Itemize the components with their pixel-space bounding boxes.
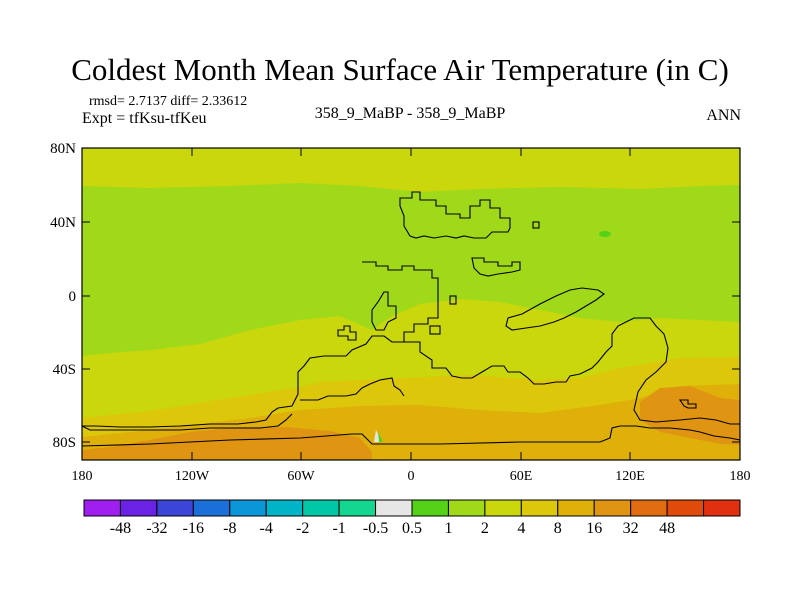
colorbar-label: -48 <box>110 520 131 537</box>
colorbar-label: -0.5 <box>363 520 388 537</box>
colorbar-label: 8 <box>554 520 562 537</box>
coastline-southern-outline <box>82 425 740 447</box>
lon-label-0: 0 <box>408 469 415 484</box>
colorbar-label: 2 <box>481 520 489 537</box>
experiment-label: Expt = tfKsu-tfKeu <box>82 110 207 127</box>
colorbar-label: 4 <box>517 520 525 537</box>
colorbar-label: 48 <box>659 520 675 537</box>
lon-label-60e: 60E <box>510 469 533 484</box>
colorbar-label: 32 <box>623 520 639 537</box>
colorbar-box <box>411 499 449 517</box>
lat-label-80n: 80N <box>50 141 76 157</box>
colorbar-box <box>156 499 194 517</box>
colorbar-label: 16 <box>586 520 602 537</box>
field-region-southwest <box>82 427 372 460</box>
colorbar-box <box>119 499 158 517</box>
colorbar-box <box>703 499 741 517</box>
colorbar-labels: -48 -32 -16 -8 -4 -2 -1 -0.5 0.5 1 2 4 8 16 32 48 <box>110 520 675 537</box>
colorbar-box <box>447 499 486 517</box>
coastline-islet-a <box>532 221 540 229</box>
coastline-islet-d <box>337 325 357 341</box>
lat-label-80s: 80S <box>53 435 76 451</box>
colorbar-box <box>557 499 595 517</box>
lon-label-180e: 180 <box>730 469 751 484</box>
season-label: ANN <box>706 107 741 124</box>
colorbar-label: 0.5 <box>402 520 422 537</box>
lat-label-0: 0 <box>69 289 77 305</box>
colorbar-box <box>265 499 304 517</box>
colorbar-box <box>338 499 377 517</box>
colorbar-label: -32 <box>146 520 167 537</box>
colorbar-box <box>630 499 668 517</box>
colorbar-box <box>192 499 231 517</box>
colorbar-label: -2 <box>296 520 309 537</box>
coastline-southeast-inlet <box>678 399 697 409</box>
coastline-central-east <box>404 317 740 425</box>
map-field <box>82 148 740 460</box>
coastline-north-continent <box>399 191 511 239</box>
rmsd-diff-stats: rmsd= 2.7137 diff= 2.33612 <box>89 94 248 109</box>
lat-label-40n: 40N <box>50 215 76 231</box>
lon-label-120w: 120W <box>175 469 210 484</box>
coastline-northeast-block <box>471 257 521 277</box>
lon-label-120e: 120E <box>615 469 645 484</box>
coastline-inner-bay <box>371 291 397 331</box>
coastline-southwest-shelf <box>82 413 293 431</box>
latitude-labels: 80N 40N 0 40S 80S <box>50 141 76 451</box>
case-comparison-label: 358_9_MaBP - 358_9_MaBP <box>314 105 506 122</box>
colorbar-box <box>229 499 267 517</box>
coastline-islet-c <box>429 325 441 335</box>
field-spot-green-small <box>378 432 383 442</box>
field-spot-green <box>599 231 611 237</box>
coastline-east-arm <box>505 287 605 331</box>
lon-label-60w: 60W <box>287 469 315 484</box>
coastline-islet-b <box>449 295 457 305</box>
colorbar-box <box>83 499 121 517</box>
coastlines <box>82 191 740 447</box>
coastline-south-inner <box>300 377 405 401</box>
colorbar <box>83 499 741 517</box>
lat-label-40s: 40S <box>53 362 76 378</box>
colorbar-box <box>520 499 559 517</box>
coastline-central-continent <box>82 261 439 428</box>
colorbar-box <box>484 499 522 517</box>
colorbar-box <box>302 499 340 517</box>
colorbar-label: -8 <box>223 520 236 537</box>
colorbar-box <box>375 499 413 517</box>
colorbar-label: -4 <box>260 520 273 537</box>
lon-label-180w: 180 <box>72 469 93 484</box>
chart-title: Coldest Month Mean Surface Air Temperatu… <box>71 52 729 87</box>
axis-ticks <box>81 147 741 460</box>
colorbar-box <box>666 499 705 517</box>
colorbar-label: -16 <box>183 520 204 537</box>
colorbar-label: -1 <box>332 520 345 537</box>
field-region-southeast <box>640 386 740 445</box>
colorbar-label: 1 <box>444 520 452 537</box>
longitude-labels: 180 120W 60W 0 60E 120E 180 <box>72 469 751 484</box>
colorbar-box <box>593 499 632 517</box>
